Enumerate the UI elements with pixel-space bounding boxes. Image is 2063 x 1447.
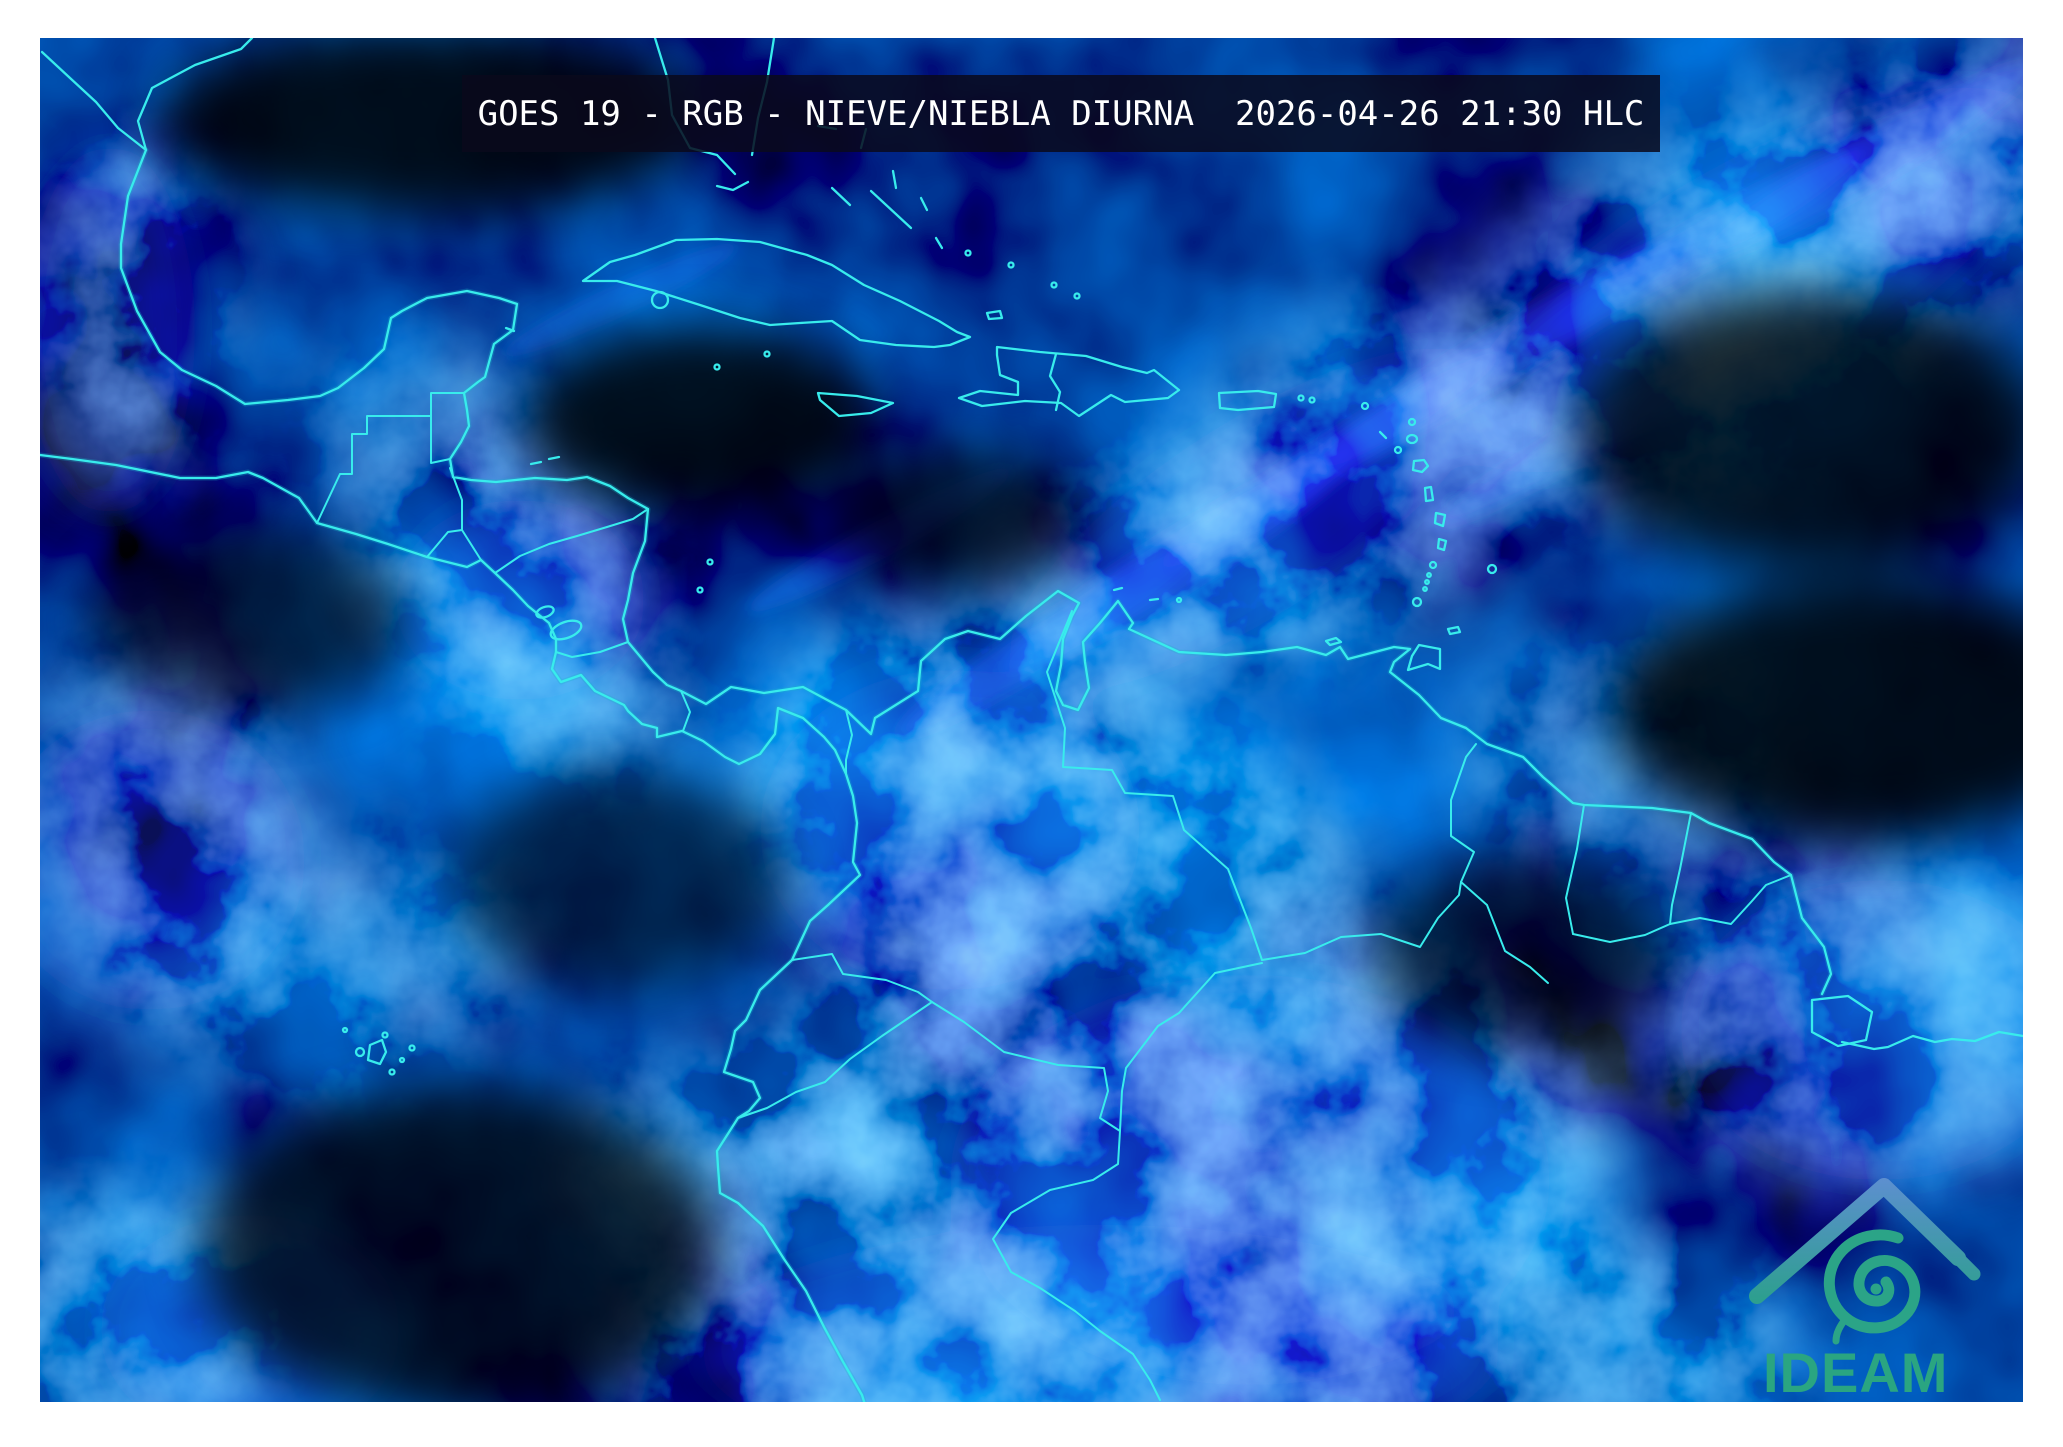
amazon-south-bank-coast xyxy=(1840,1030,2023,1051)
border-peru-brazil xyxy=(992,1130,1161,1401)
ideam-logo-icon xyxy=(1749,1178,1981,1345)
border-elsalvador-guatemala xyxy=(426,529,463,558)
frame-top xyxy=(0,0,2063,38)
florida-keys xyxy=(715,180,750,192)
border-ecuador-peru xyxy=(737,1001,933,1119)
border-colombia-ecuador xyxy=(791,953,933,1003)
border-venezuela-brazil xyxy=(1261,881,1462,961)
galapagos-islands xyxy=(341,1026,416,1076)
border-venezuela-guyana xyxy=(1450,743,1477,883)
frame-right xyxy=(2023,0,2063,1447)
hispaniola xyxy=(957,345,1181,418)
ideam-logo-label: IDEAM xyxy=(1763,1341,1949,1404)
haiti-dr-border xyxy=(1048,352,1062,412)
border-guyana-brazil xyxy=(1460,881,1549,984)
mainland-caribbean-coast xyxy=(119,148,1833,996)
frame-left xyxy=(0,0,40,1447)
map-title: GOES 19 - RGB - NIEVE/NIEBLA DIURNA 2026… xyxy=(477,93,1645,134)
border-panama-colombia xyxy=(845,709,853,775)
texas-coast xyxy=(136,38,254,152)
border-guatemala-honduras xyxy=(449,467,482,561)
lake-managua xyxy=(535,605,555,619)
puerto-rico xyxy=(1217,389,1278,412)
clear-sky-layer xyxy=(90,38,2023,1402)
border-belize-guatemala xyxy=(430,392,465,464)
frame-bottom xyxy=(0,1402,2063,1447)
jamaica xyxy=(816,391,895,418)
border-suriname-frguiana xyxy=(1669,812,1692,925)
border-costarica-panama xyxy=(680,690,691,732)
border-suriname-brazil xyxy=(1572,923,1671,943)
border-venezuela-colombia xyxy=(1046,610,1263,961)
lesser-antilles xyxy=(1112,394,1498,647)
border-mexico-guatemala xyxy=(316,415,432,524)
rio-grande-border xyxy=(40,50,148,152)
country-borders xyxy=(316,392,1792,1401)
small-cays xyxy=(504,326,771,594)
border-nicaragua-costarica xyxy=(555,641,629,658)
isla-juventud xyxy=(650,290,670,310)
lake-nicaragua xyxy=(549,619,583,641)
trinidad xyxy=(1406,643,1442,672)
border-honduras-nicaragua xyxy=(494,508,649,574)
border-guyana-suriname xyxy=(1565,804,1585,935)
map-title-bar: GOES 19 - RGB - NIEVE/NIEBLA DIURNA 2026… xyxy=(462,75,1660,152)
marajo-island xyxy=(1810,994,1874,1048)
cuba xyxy=(581,237,972,349)
border-frguiana-brazil xyxy=(1669,874,1792,925)
